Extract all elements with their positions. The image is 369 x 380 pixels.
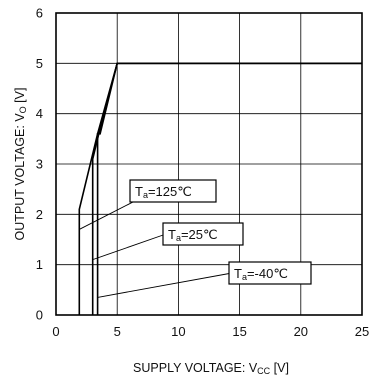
annotation-box	[228, 261, 312, 285]
y-tick-label: 6	[36, 6, 43, 21]
annotation-leader	[97, 272, 233, 298]
x-tick-label: 0	[52, 324, 59, 339]
y-tick-label: 4	[36, 106, 43, 121]
y-tick-label: 5	[36, 56, 43, 71]
y-tick-label: 1	[36, 257, 43, 272]
y-tick-label: 3	[36, 157, 43, 172]
series-line	[78, 62, 362, 315]
series-label: Ta=125℃	[135, 184, 192, 200]
y-tick-label: 2	[36, 207, 43, 222]
y-tick-label: 0	[36, 308, 43, 323]
x-tick-label: 25	[355, 324, 369, 339]
series-line	[96, 62, 362, 315]
data-series	[78, 62, 362, 315]
x-tick-label: 20	[294, 324, 308, 339]
grid-lines	[56, 13, 362, 315]
series-annotations: Ta=125℃ Ta=25℃ Ta=-40℃	[79, 179, 312, 298]
x-tick-label: 15	[232, 324, 246, 339]
y-axis-label: OUTPUT VOLTAGE: VO [V]	[13, 88, 28, 241]
x-axis-label: SUPPLY VOLTAGE: VCC [V]	[133, 361, 289, 376]
annotation-leader	[92, 233, 167, 261]
series-label: Ta=25℃	[168, 227, 218, 243]
x-tick-labels: 0 5 10 15 20 25	[52, 324, 369, 339]
x-tick-label: 10	[171, 324, 185, 339]
annotation-leader	[79, 201, 134, 230]
x-tick-label: 5	[114, 324, 121, 339]
y-tick-labels: 0 1 2 3 4 5 6	[36, 6, 43, 323]
annotation-box	[129, 179, 217, 203]
annotation-box	[162, 222, 244, 246]
plot-frame	[55, 12, 363, 316]
series-label: Ta=-40℃	[234, 266, 288, 282]
